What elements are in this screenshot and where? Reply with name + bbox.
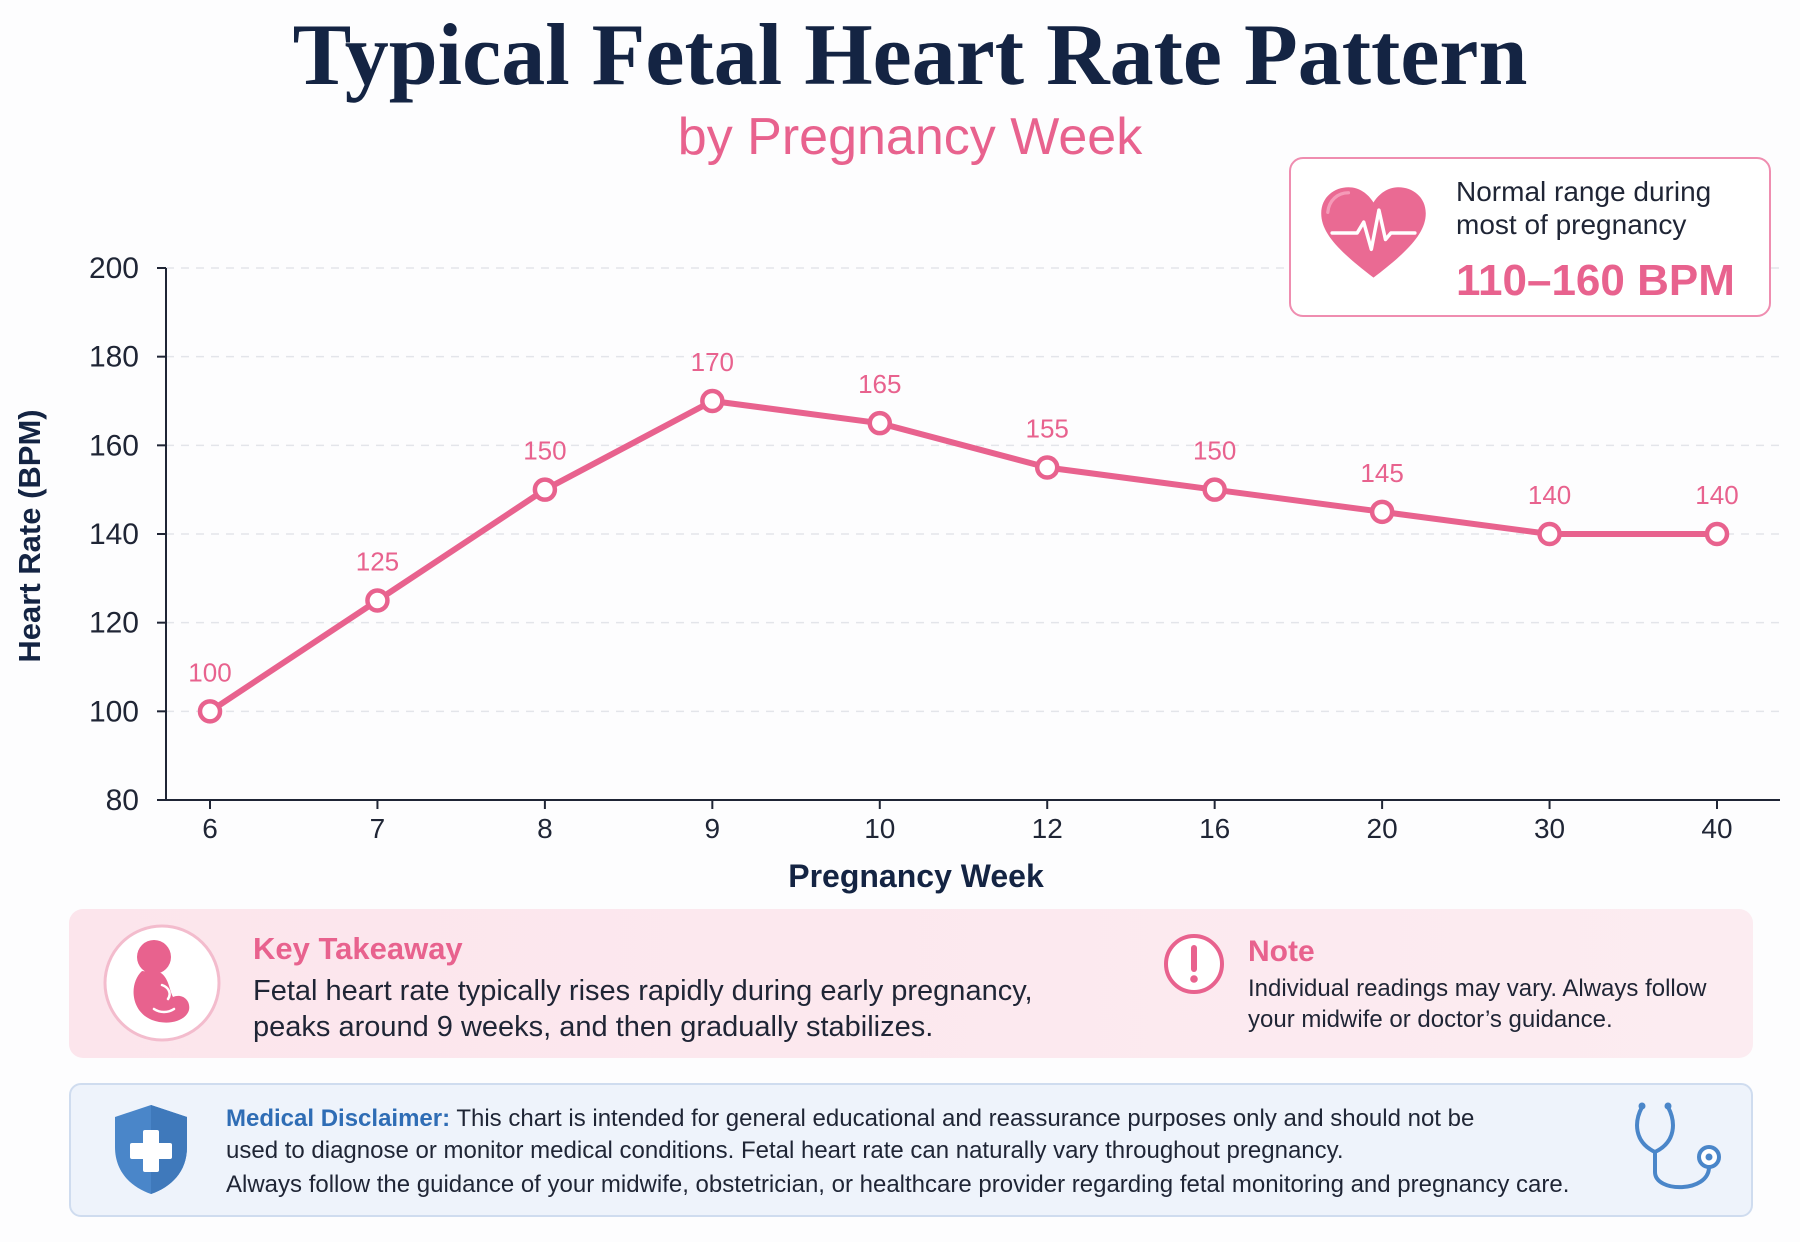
data-label: 145 xyxy=(1360,458,1403,488)
data-point xyxy=(365,588,390,613)
data-label: 170 xyxy=(691,347,734,377)
data-label: 140 xyxy=(1528,480,1571,510)
data-label: 155 xyxy=(1026,414,1069,444)
data-point xyxy=(867,410,893,436)
key-takeaway-panel: Key Takeaway Fetal heart rate typically … xyxy=(69,909,1753,1058)
data-label: 165 xyxy=(858,369,901,399)
heart-pulse-icon xyxy=(1321,187,1426,278)
series-line xyxy=(207,398,1720,715)
disclaimer-line: Medical Disclaimer: This chart is intend… xyxy=(226,1107,1474,1131)
x-axis-label: Pregnancy Week xyxy=(788,858,1044,894)
note-line: your midwife or doctor’s guidance. xyxy=(1248,1006,1613,1033)
x-tick-label: 12 xyxy=(1032,813,1063,844)
y-tick-label: 140 xyxy=(89,518,139,551)
x-tick-label: 6 xyxy=(202,813,218,844)
note-line: Individual readings may vary. Always fol… xyxy=(1248,975,1707,1002)
key-takeaway-line: Fetal heart rate typically rises rapidly… xyxy=(253,975,1033,1007)
page-title: Typical Fetal Heart Rate Pattern xyxy=(292,7,1528,104)
data-point xyxy=(1704,521,1730,547)
disclaimer-label: Medical Disclaimer: xyxy=(226,1105,451,1132)
fetus-icon xyxy=(103,924,221,1042)
data-label: 150 xyxy=(523,436,566,466)
data-label: 140 xyxy=(1695,480,1738,510)
data-point xyxy=(532,477,558,502)
y-tick-label: 120 xyxy=(89,607,139,640)
data-label: 150 xyxy=(1193,436,1236,466)
page-subtitle: by Pregnancy Week xyxy=(677,108,1143,166)
key-takeaway-title: Key Takeaway xyxy=(253,931,463,966)
x-tick-label: 40 xyxy=(1701,813,1732,844)
data-label: 100 xyxy=(188,657,231,687)
stethoscope-icon xyxy=(1635,1102,1721,1190)
y-tick-label: 180 xyxy=(89,341,139,374)
y-tick-label: 160 xyxy=(89,429,139,462)
shield-plus-icon xyxy=(115,1105,187,1194)
x-tick-label: 9 xyxy=(705,813,721,844)
disclaimer-line: used to diagnose or monitor medical cond… xyxy=(226,1137,1344,1164)
x-tick-label: 7 xyxy=(370,813,386,844)
data-point xyxy=(1034,455,1060,480)
data-point xyxy=(1202,477,1227,502)
disclaimer-text: This chart is intended for general educa… xyxy=(450,1105,1475,1132)
key-takeaway-line: peaks around 9 weeks, and then gradually… xyxy=(253,1011,934,1043)
x-tick-label: 8 xyxy=(537,813,553,844)
y-tick-label: 200 xyxy=(89,252,139,285)
data-label: 125 xyxy=(356,547,399,577)
y-tick-label: 80 xyxy=(106,784,139,817)
data-point xyxy=(1369,499,1395,525)
line-chart: 80 100 120 140 160 180 200 6 7 8 9 10 12 16 20 30 40 100 1… xyxy=(12,252,1780,894)
y-tick-label: 100 xyxy=(89,695,139,728)
disclaimer-line: Always follow the guidance of your midwi… xyxy=(226,1171,1570,1198)
y-axis-label: Heart Rate (BPM) xyxy=(12,409,47,662)
x-tick-label: 30 xyxy=(1534,813,1565,844)
callout-line-1: Normal range during xyxy=(1456,176,1712,207)
data-point xyxy=(700,388,725,414)
note-title: Note xyxy=(1248,935,1315,968)
data-point xyxy=(1537,521,1562,547)
x-tick-label: 20 xyxy=(1367,813,1398,844)
callout-range-value: 110–160 BPM xyxy=(1456,256,1735,305)
exclamation-icon xyxy=(1164,934,1224,994)
x-tick-label: 10 xyxy=(864,813,895,844)
callout-line-2: most of pregnancy xyxy=(1456,209,1687,240)
data-point xyxy=(197,699,223,724)
medical-disclaimer-panel: Medical Disclaimer: This chart is intend… xyxy=(69,1083,1753,1217)
x-tick-label: 16 xyxy=(1199,813,1230,844)
normal-range-callout: Normal range during most of pregnancy 11… xyxy=(1289,157,1771,317)
